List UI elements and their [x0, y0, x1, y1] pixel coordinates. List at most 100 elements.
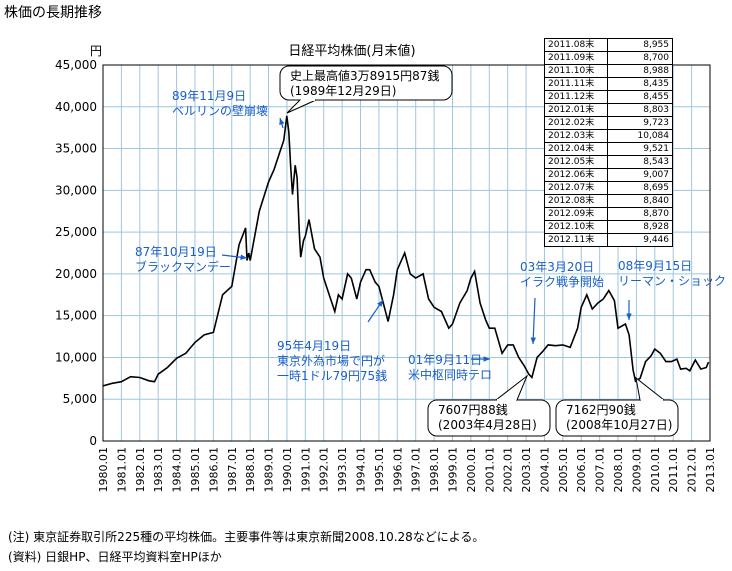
arrowhead-icon — [626, 313, 632, 320]
callout-low2008 — [555, 399, 679, 437]
month-cell: 2011.12末 — [544, 90, 608, 104]
table-row: 2012.07末 8,695 — [544, 181, 673, 195]
callout-low2003 — [427, 399, 551, 437]
x-tick-label: 1988.01 — [244, 447, 257, 493]
x-tick-label: 1991.01 — [299, 447, 312, 493]
month-cell: 2012.05末 — [544, 155, 608, 169]
y-tick-label: 10,000 — [55, 350, 97, 364]
x-tick-label: 1997.01 — [410, 447, 423, 493]
x-tick-label: 2003.01 — [520, 447, 533, 493]
month-cell: 2012.07末 — [544, 181, 608, 195]
x-tick-label: 2006.01 — [575, 447, 588, 493]
month-cell: 2012.01末 — [544, 103, 608, 117]
value-cell: 8,840 — [607, 194, 673, 208]
month-cell: 2011.08末 — [544, 38, 608, 52]
value-cell: 8,455 — [607, 90, 673, 104]
x-tick-label: 1987.01 — [226, 447, 239, 493]
y-tick-label: 45,000 — [55, 58, 97, 72]
month-cell: 2011.09末 — [544, 51, 608, 65]
value-cell: 8,803 — [607, 103, 673, 117]
annotation-black_monday: ブラックマンデー — [135, 259, 231, 274]
annotation-yen_high: 東京外為市場で円が — [277, 353, 385, 368]
month-cell: 2012.09末 — [544, 207, 608, 221]
x-tick-label: 1996.01 — [391, 447, 404, 493]
x-tick-label: 2013.01 — [704, 447, 717, 493]
callout-text: 7607円88銭 — [438, 402, 508, 417]
value-cell: 8,988 — [607, 64, 673, 78]
table-row: 2011.10末 8,988 — [544, 64, 673, 78]
y-tick-label: 30,000 — [55, 183, 97, 197]
value-cell: 8,870 — [607, 207, 673, 221]
month-cell: 2012.02末 — [544, 116, 608, 130]
x-axis-ticks: 1980.01 1981.01 1982.01 1983.01 1984.01 1985.… — [97, 447, 717, 493]
annotation-iraq: イラク戦争開始 — [520, 275, 604, 289]
note-data: (資料) 日銀HP、日経平均資料室HPほか — [8, 550, 222, 564]
x-tick-label: 1994.01 — [355, 447, 368, 493]
table-row: 2012.04末 9,521 — [544, 142, 673, 156]
y-axis-ticks: 0 5,000 10,000 15,000 20,000 25,000 30,000 35,0… — [55, 58, 97, 448]
chart-title: 日経平均株価(月末値) — [288, 43, 415, 59]
value-cell: 9,007 — [607, 168, 673, 182]
callout-text: 7162円90銭 — [566, 402, 636, 417]
arrowhead-icon — [279, 118, 285, 125]
annotation-yen_high: 一時1ドル79円75銭 — [277, 368, 387, 383]
x-tick-label: 2008.01 — [612, 447, 625, 493]
annotation-berlin: ベルリンの壁崩壊 — [172, 103, 268, 118]
plot-frame — [102, 64, 711, 442]
x-tick-label: 2001.01 — [483, 447, 496, 493]
x-tick-label: 1981.01 — [115, 447, 128, 493]
arrowhead-icon — [240, 254, 247, 260]
month-cell: 2012.06末 — [544, 168, 608, 182]
y-tick-label: 40,000 — [55, 100, 97, 114]
x-tick-label: 1993.01 — [336, 447, 349, 493]
annotation-sept11: 01年9月11日 — [408, 353, 482, 367]
table-row: 2011.12末 8,455 — [544, 90, 673, 104]
month-cell: 2011.10末 — [544, 64, 608, 78]
x-tick-label: 2012.01 — [686, 447, 699, 493]
month-cell: 2012.10末 — [544, 220, 608, 234]
value-cell: 8,928 — [607, 220, 673, 234]
y-tick-label: 5,000 — [63, 392, 97, 406]
callout-text: (2008年10月27日) — [566, 418, 672, 432]
series-line — [102, 115, 710, 387]
annotation-iraq: 03年3月20日 — [520, 260, 594, 274]
x-tick-label: 2011.01 — [667, 447, 680, 493]
y-tick-label: 20,000 — [55, 267, 97, 281]
callout-tail — [495, 374, 529, 401]
x-tick-label: 1983.01 — [152, 447, 165, 493]
callout-text: (1989年12月29日) — [290, 84, 396, 98]
annotation-yen_high: 95年4月19日 — [277, 339, 351, 353]
x-tick-label: 1982.01 — [134, 447, 147, 493]
table-row: 2011.08末 8,955 — [544, 38, 673, 52]
x-tick-label: 1985.01 — [189, 447, 202, 493]
arrowhead-icon — [483, 356, 490, 362]
value-cell: 9,446 — [607, 233, 673, 247]
x-tick-label: 2000.01 — [465, 447, 478, 493]
x-tick-label: 2010.01 — [649, 447, 662, 493]
x-tick-label: 1980.01 — [97, 447, 110, 493]
table-row: 2012.06末 9,007 — [544, 168, 673, 182]
annotation-lehman: 08年9月15日 — [618, 259, 692, 273]
arrowhead-icon — [530, 337, 537, 344]
callout-text: (2003年4月28日) — [438, 418, 537, 432]
month-cell: 2012.04末 — [544, 142, 608, 156]
x-tick-label: 2009.01 — [630, 447, 643, 493]
monthly-value-table: 2011.08末 8,955 2011.09末 8,700 2011.10末 8,988 2… — [544, 38, 673, 247]
value-cell: 10,084 — [607, 129, 673, 143]
month-cell: 2012.11末 — [544, 233, 608, 247]
value-cell: 8,435 — [607, 77, 673, 91]
month-cell: 2012.03末 — [544, 129, 608, 143]
value-cell: 8,543 — [607, 155, 673, 169]
x-tick-label: 2005.01 — [557, 447, 570, 493]
note-source: (注) 東京証券取引所225種の平均株価。主要事件等は東京新聞2008.10.2… — [8, 530, 485, 544]
annotation-arrow — [532, 297, 536, 345]
x-tick-label: 1989.01 — [263, 447, 276, 493]
month-cell: 2011.11末 — [544, 77, 608, 91]
x-tick-label: 1998.01 — [428, 447, 441, 493]
annotation-berlin: 89年11月9日 — [172, 89, 246, 103]
x-tick-label: 2004.01 — [538, 447, 551, 493]
value-cell: 9,723 — [607, 116, 673, 130]
y-axis-unit: 円 — [90, 44, 102, 58]
